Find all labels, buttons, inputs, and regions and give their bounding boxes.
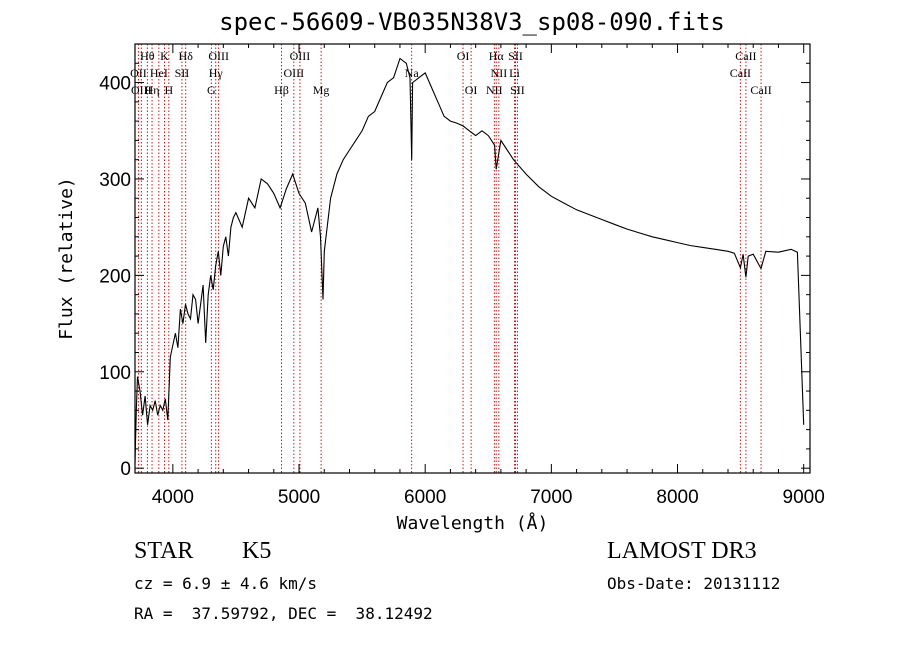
x-tick-label: 7000 xyxy=(530,487,572,508)
object-class: STAR xyxy=(134,538,194,564)
line-marker-label-18: OIII xyxy=(131,83,152,97)
line-marker-label-17: CaII xyxy=(730,66,751,80)
x-tick-label: 6000 xyxy=(404,487,446,508)
line-marker-label-23: Mg xyxy=(313,83,330,97)
y-tick-label: 400 xyxy=(99,74,131,95)
line-marker-label-10: HeI xyxy=(150,66,168,80)
line-marker-label-9: OII xyxy=(130,66,147,80)
x-axis-label: Wavelength (Å) xyxy=(397,512,549,534)
line-marker-label-0: Hθ xyxy=(140,49,155,63)
x-axis: 4000 5000 6000 7000 8000 9000 xyxy=(152,44,825,508)
line-marker-label-22: Hβ xyxy=(274,83,289,97)
line-markers xyxy=(137,44,762,473)
x-tick-label: 8000 xyxy=(656,487,698,508)
line-marker-label-6: Hα xyxy=(489,49,505,63)
y-tick-label: 100 xyxy=(99,363,131,384)
coordinates: RA = 37.59792, DEC = 38.12492 xyxy=(134,604,433,623)
survey-name: LAMOST DR3 xyxy=(607,538,757,564)
spectral-subclass: K5 xyxy=(242,538,272,564)
plot-frame xyxy=(134,43,811,474)
y-axis: 0 100 200 300 400 xyxy=(99,62,810,480)
line-marker-label-8: CaII xyxy=(735,49,756,63)
x-tick-label: 5000 xyxy=(278,487,320,508)
line-marker-label-11: SII xyxy=(175,66,190,80)
line-marker-label-27: CaII xyxy=(750,83,771,97)
line-marker-label-12: Hγ xyxy=(209,66,224,80)
x-tick-label: 4000 xyxy=(152,487,194,508)
redshift-value: cz = 6.9 ± 4.6 km/s xyxy=(134,574,318,593)
line-marker-label-13: OIII xyxy=(284,66,305,80)
line-marker-label-4: OIII xyxy=(290,49,311,63)
chart-title: spec-56609-VB035N38V3_sp08-090.fits xyxy=(219,8,725,36)
line-marker-label-1: K xyxy=(160,49,169,63)
line-marker-label-24: OI xyxy=(465,83,478,97)
y-tick-label: 0 xyxy=(120,459,131,480)
y-tick-label: 200 xyxy=(99,266,131,287)
y-axis-label: Flux (relative) xyxy=(56,177,77,340)
observation-date: Obs-Date: 20131112 xyxy=(607,574,781,593)
line-marker-label-3: OIII xyxy=(208,49,229,63)
line-marker-label-19: Hη xyxy=(145,83,160,97)
line-marker-label-16: Li xyxy=(509,66,520,80)
line-marker-label-7: SII xyxy=(508,49,523,63)
line-marker-label-25: NII xyxy=(486,83,503,97)
line-marker-label-15: NII xyxy=(491,66,508,80)
line-marker-label-20: H xyxy=(164,83,173,97)
line-marker-label-26: SII xyxy=(510,83,525,97)
line-marker-label-21: G xyxy=(207,83,216,97)
x-tick-label: 9000 xyxy=(783,487,825,508)
y-tick-label: 300 xyxy=(99,170,131,191)
line-marker-label-14: Na xyxy=(405,66,420,80)
line-marker-label-2: Hδ xyxy=(179,49,194,63)
line-marker-label-5: OI xyxy=(457,49,470,63)
spectrum-line xyxy=(134,57,805,464)
